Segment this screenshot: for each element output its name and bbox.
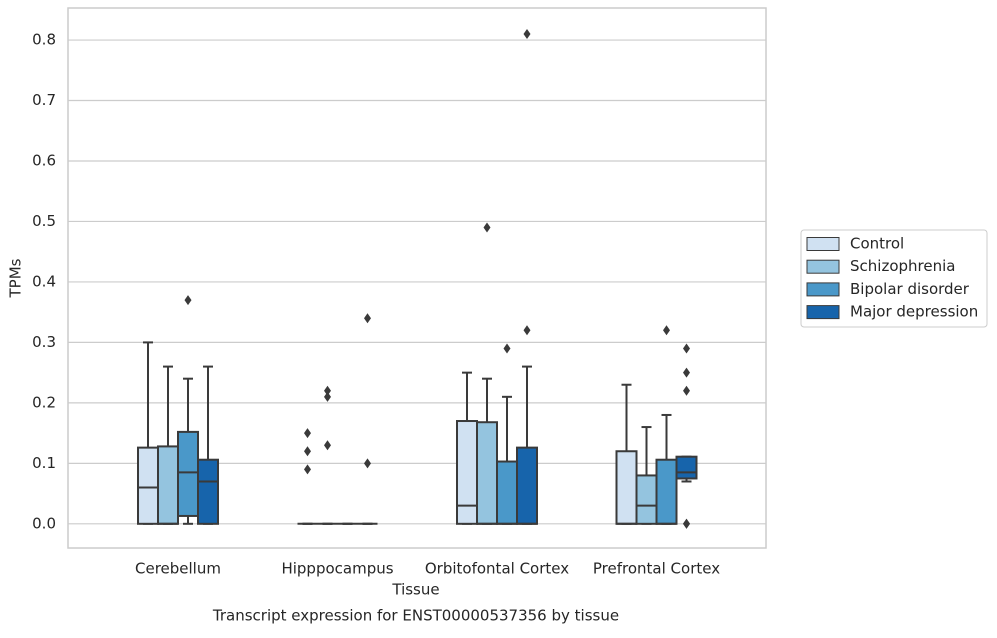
box [456, 420, 478, 525]
x-tick-label: Prefrontal Cortex [593, 560, 720, 578]
y-tick-label: 0.1 [32, 454, 56, 472]
x-axis-label: Tissue [391, 581, 439, 599]
box [197, 458, 219, 525]
flier [683, 385, 690, 396]
flier [503, 343, 511, 354]
flier [683, 518, 690, 529]
box [615, 450, 638, 525]
flier [523, 325, 531, 336]
flier [683, 367, 690, 378]
flier [184, 295, 192, 306]
y-tick-label: 0.3 [32, 333, 56, 351]
x-tick-label: Hipppocampus [281, 560, 393, 578]
legend-swatch [806, 259, 840, 274]
flier [364, 458, 371, 469]
box [655, 458, 678, 525]
flier [304, 428, 311, 439]
y-tick-label: 0.6 [32, 151, 56, 169]
x-tick-label: Cerebellum [135, 560, 221, 578]
flier [304, 446, 311, 457]
y-tick-label: 0.4 [32, 272, 56, 290]
legend-label: Major depression [850, 303, 978, 321]
box [177, 430, 199, 517]
y-tick-label: 0.5 [32, 212, 56, 230]
legend-swatch [806, 237, 840, 251]
legend-label: Control [850, 235, 904, 253]
box [675, 455, 698, 480]
y-tick-label: 0.7 [32, 91, 56, 109]
flier [483, 222, 491, 233]
legend-swatch [806, 305, 840, 320]
flier [364, 313, 371, 324]
flier [324, 391, 331, 402]
legend-frame [800, 229, 988, 328]
flier [324, 385, 331, 396]
box [516, 446, 538, 525]
legend-label: Bipolar disorder [850, 280, 970, 298]
x-tick-label: Orbitofontal Cortex [425, 560, 569, 578]
legend-label: Schizophrenia [850, 257, 955, 275]
y-tick-label: 0.0 [32, 514, 56, 532]
box [635, 474, 658, 525]
y-axis-label: TPMs [7, 258, 25, 298]
flier [523, 29, 531, 40]
box [496, 460, 518, 525]
box [137, 446, 159, 525]
flier [683, 343, 690, 354]
chart-title: Transcript expression for ENST0000053735… [212, 607, 619, 625]
legend-swatch [806, 282, 840, 297]
plot-frame [67, 7, 767, 549]
box [476, 421, 498, 525]
flier [663, 325, 670, 336]
y-tick-label: 0.8 [32, 31, 56, 49]
box [157, 445, 179, 525]
y-tick-label: 0.2 [32, 393, 56, 411]
flier [304, 464, 311, 475]
flier [324, 440, 331, 451]
